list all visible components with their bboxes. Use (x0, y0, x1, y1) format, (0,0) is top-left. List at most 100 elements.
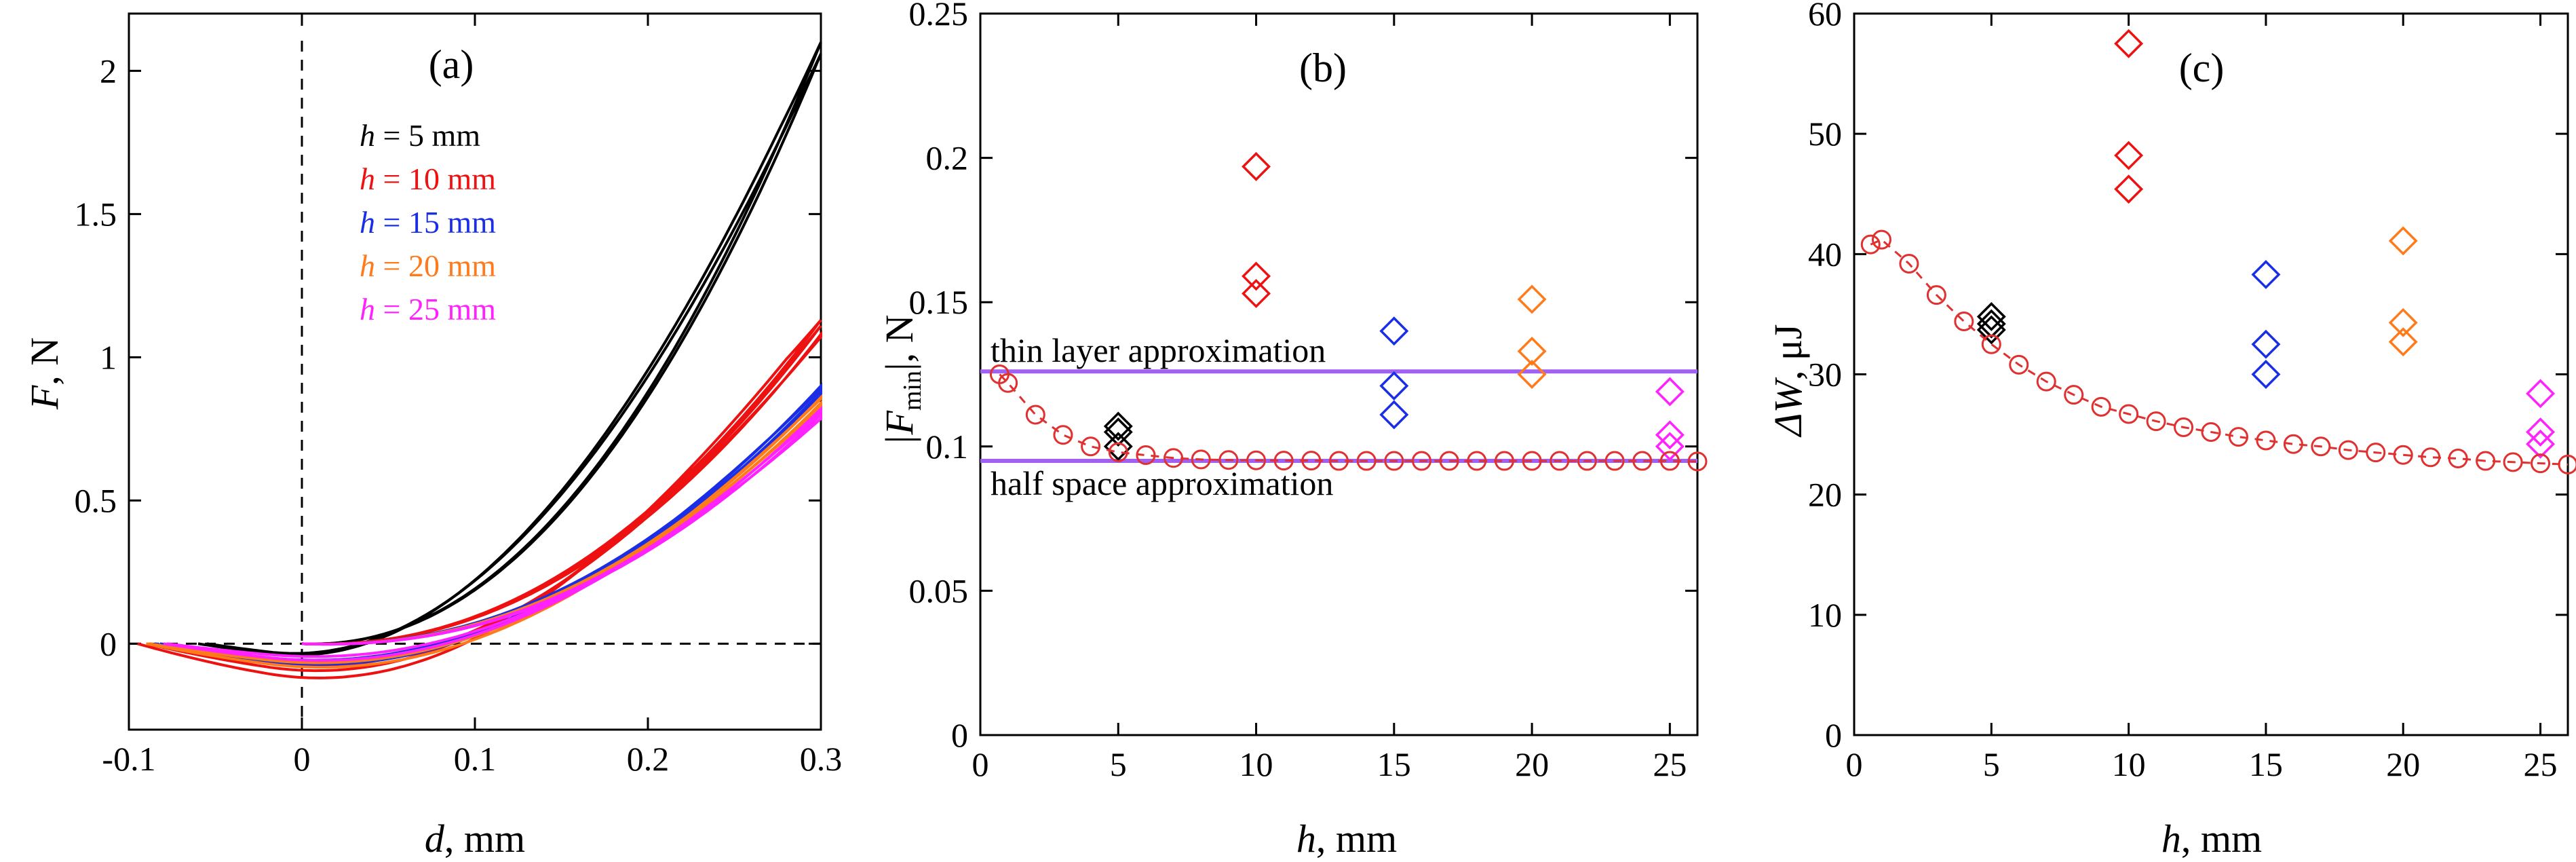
panel-b-fit-point (1411, 451, 1431, 471)
panel-b-fit-point (1467, 451, 1487, 471)
panel-c-label: (c) (2179, 45, 2225, 90)
panel-c-fit-point (2256, 430, 2276, 451)
panel-c-fit-point (1926, 285, 1946, 305)
panel-c-fit-point (2174, 417, 2194, 437)
panel-c-fit-point (2009, 354, 2029, 375)
panel-b-fit-point (1136, 445, 1156, 466)
panel-a-ytick-label: 0 (100, 624, 117, 662)
panel-b-ytick-label: 0.05 (909, 571, 969, 610)
panel-c-data-point (2251, 360, 2281, 389)
panel-b-data-point (1103, 417, 1133, 447)
panel-b-fit-point (1218, 450, 1239, 470)
panel-a-xlabel: d, mm (425, 817, 525, 861)
panel-c-fit-point (2228, 427, 2248, 447)
legend-var: h (360, 205, 375, 240)
panel-b-ytick-label: 0.15 (909, 283, 969, 321)
panel-c-fit-point (2311, 436, 2331, 457)
panel-b-ytick-label: 0 (951, 716, 968, 754)
panel-a-curve-h-25mm (166, 411, 822, 658)
panel-b-xtick-label: 5 (1110, 745, 1127, 783)
panel-a-ytick-label: 1.5 (75, 195, 117, 233)
panel-a-xtick-label: -0.1 (102, 740, 155, 778)
panel-b-data-point (1517, 284, 1547, 314)
panel-b-data-point (1242, 261, 1271, 291)
panel-a-legend: h = 5 mmh = 10 mmh = 15 mmh = 20 mmh = 2… (360, 118, 496, 326)
panel-c-data-point (2251, 259, 2281, 289)
panel-c-data-point (2526, 429, 2556, 459)
panel-b-fit-point (998, 373, 1018, 393)
legend-var: h (360, 248, 375, 283)
legend-entry: h = 25 mm (360, 292, 496, 326)
panel-c-fit-point (1899, 254, 1919, 274)
panel-b-xtick-label: 15 (1377, 745, 1411, 783)
panel-c-data-point (2526, 417, 2556, 447)
panel-b-fit-point (1191, 449, 1211, 470)
panel-c-xtick-label: 20 (2386, 745, 2420, 783)
panel-b-fit-point (1632, 451, 1653, 471)
panel-a-xtick-label: 0 (294, 740, 311, 778)
panel-b-fit-point (1329, 451, 1349, 471)
panel-c-fit-point (1981, 334, 2001, 354)
panel-a-ytick-label: 0.5 (75, 481, 117, 519)
panel-b-fit-point (1081, 436, 1101, 457)
panel-c-data-point (1976, 301, 2006, 331)
panel-c-fit-point (2091, 396, 2111, 417)
panel-c-ytick-label: 0 (1825, 716, 1842, 754)
panel-c-ytick-label: 30 (1808, 356, 1842, 394)
panel-c-xtick-label: 0 (1846, 745, 1863, 783)
panel-b-ylabel: |Fmin|, N (877, 315, 927, 446)
panel-c-ytick-label: 20 (1808, 476, 1842, 514)
panel-c-fit-point (2476, 451, 2496, 471)
panel-b-label: (b) (1299, 45, 1347, 90)
panel-c-fit-point (2064, 385, 2084, 405)
panel-c-fit-point (2531, 453, 2551, 474)
panel-c-fit-point (2119, 404, 2139, 424)
panel-b-fit-point (1439, 451, 1459, 471)
panel-b-data-point (1655, 377, 1685, 407)
panel-b-fit-point (1246, 450, 1267, 470)
panel-b-fit-point (1164, 448, 1184, 468)
panel-b-data-point (1379, 400, 1409, 430)
legend-entry: h = 10 mm (360, 162, 496, 196)
panel-c-fit-point (2393, 445, 2413, 465)
legend-text: = 10 mm (375, 162, 496, 196)
legend-entry: h = 5 mm (360, 118, 480, 153)
panel-c-ytick-label: 40 (1808, 235, 1842, 273)
panel-b-data-point (1379, 371, 1409, 400)
panel-b-ytick-label: 0.25 (909, 0, 969, 33)
panel-c-fit-point (2503, 452, 2523, 472)
panel-c-fit-point (1954, 312, 1974, 332)
legend-entry: h = 20 mm (360, 248, 496, 283)
panel-b-fit-point (1604, 451, 1625, 471)
panel-a-xtick-label: 0.2 (627, 740, 670, 778)
panel-c-ylabel: ΔW, μJ (1766, 324, 1810, 437)
panel-a-curve-h-5mm (206, 53, 822, 655)
panel-a-xtick-label: 0.3 (800, 740, 843, 778)
panel-a-ylabel: F, N (22, 337, 66, 410)
panel-c-fit-point (2201, 422, 2221, 443)
legend-var: h (360, 118, 375, 153)
legend-text: = 25 mm (375, 292, 496, 326)
panel-c-data-point (2114, 140, 2144, 170)
panel-a-force-curves: -0.1 0 0.1 0.2 0.300.511.52 (a) h = 5 mmh = … (22, 12, 843, 861)
panel-c-data-point (2526, 379, 2556, 409)
panel-c-fit-point (2421, 447, 2441, 468)
panel-b-fit-point (1384, 451, 1404, 471)
panel-b-data-point (1103, 411, 1133, 441)
panel-c-ytick-label: 60 (1808, 0, 1842, 33)
panel-c-data-point (2114, 174, 2144, 204)
panel-b-xtick-label: 0 (972, 745, 989, 783)
panel-c-xtick-label: 25 (2524, 745, 2558, 783)
panel-b-data-point (1655, 432, 1685, 462)
panel-b-ytick-label: 0.2 (926, 139, 969, 177)
legend-text: = 15 mm (375, 205, 496, 240)
panel-c-fit-point (2338, 440, 2358, 460)
panel-c-fit-point (1860, 234, 1881, 255)
panel-b-fit-point (1522, 451, 1542, 471)
panel-c-fit-point (2283, 434, 2303, 454)
panel-c-fit-point (2146, 411, 2166, 432)
panel-a-label: (a) (429, 42, 474, 87)
legend-var: h (360, 292, 375, 326)
panel-b-fit-point (1494, 451, 1514, 471)
